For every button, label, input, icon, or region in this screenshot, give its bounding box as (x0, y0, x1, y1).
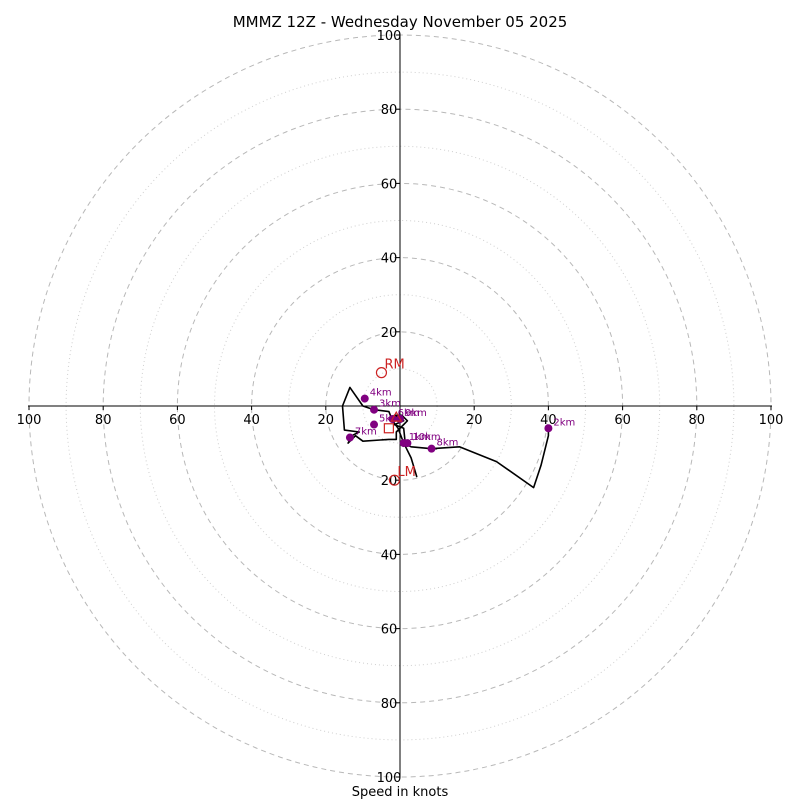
y-tick-label: 60 (381, 623, 398, 638)
y-tick-label: 80 (381, 697, 398, 712)
height-marker-4km (360, 394, 369, 403)
bunkers-marker (390, 410, 403, 422)
chart-title: MMMZ 12Z - Wednesday November 05 2025 (233, 13, 568, 31)
x-axis-label: Speed in knots (352, 785, 449, 800)
height-label-2km: 2km (553, 417, 575, 428)
height-marker-10km (403, 439, 412, 448)
storm-motion-markers: RM LM (375, 358, 416, 486)
y-tick-label: 80 (381, 103, 398, 118)
x-tick-labels: 100 80 60 40 20 20 40 60 80 100 (17, 406, 784, 428)
x-tick-label: 80 (689, 413, 706, 428)
x-tick-label: 80 (95, 413, 112, 428)
x-tick-label: 20 (466, 413, 483, 428)
x-tick-label: 60 (614, 413, 631, 428)
x-tick-label: 100 (17, 413, 42, 428)
height-label-10km: 10km (412, 432, 440, 443)
height-label-8km: 8km (437, 438, 459, 449)
y-tick-label: 20 (381, 326, 398, 341)
height-label-6km: 6km (398, 408, 420, 419)
x-tick-label: 40 (243, 413, 260, 428)
height-marker-3km (370, 405, 379, 414)
storm-motion-LM (388, 474, 401, 486)
height-marker-8km (427, 444, 436, 453)
height-label-3km: 3km (379, 399, 401, 410)
x-tick-label: 20 (318, 413, 335, 428)
storm-motion-label-RM: RM (384, 358, 404, 373)
y-tick-label: 60 (381, 177, 398, 192)
x-tick-label: 40 (540, 413, 557, 428)
y-tick-label: 100 (377, 29, 402, 44)
mean-wind-marker (383, 423, 394, 434)
height-label-4km: 4km (370, 388, 392, 399)
axes (28, 35, 772, 777)
height-marker-5km (370, 420, 379, 429)
height-markers: 1km2km3km4km5km6km7km8km9km10km (345, 388, 575, 453)
height-marker-7km (345, 433, 354, 442)
height-label-9km: 9km (405, 408, 427, 419)
height-label-1km: 1km (409, 432, 431, 443)
x-tick-label: 100 (759, 413, 784, 428)
y-tick-label: 40 (381, 548, 398, 563)
y-tick-label: 100 (377, 771, 402, 786)
y-tick-label: 20 (381, 474, 398, 489)
x-tick-label: 60 (169, 413, 186, 428)
height-marker-2km (544, 424, 553, 433)
height-label-7km: 7km (355, 427, 377, 438)
y-tick-labels: 20 40 60 80 100 20 40 60 80 100 (377, 29, 402, 786)
storm-motion-RM (375, 367, 388, 379)
storm-motion-label-LM: LM (397, 465, 415, 480)
y-tick-label: 40 (381, 252, 398, 267)
